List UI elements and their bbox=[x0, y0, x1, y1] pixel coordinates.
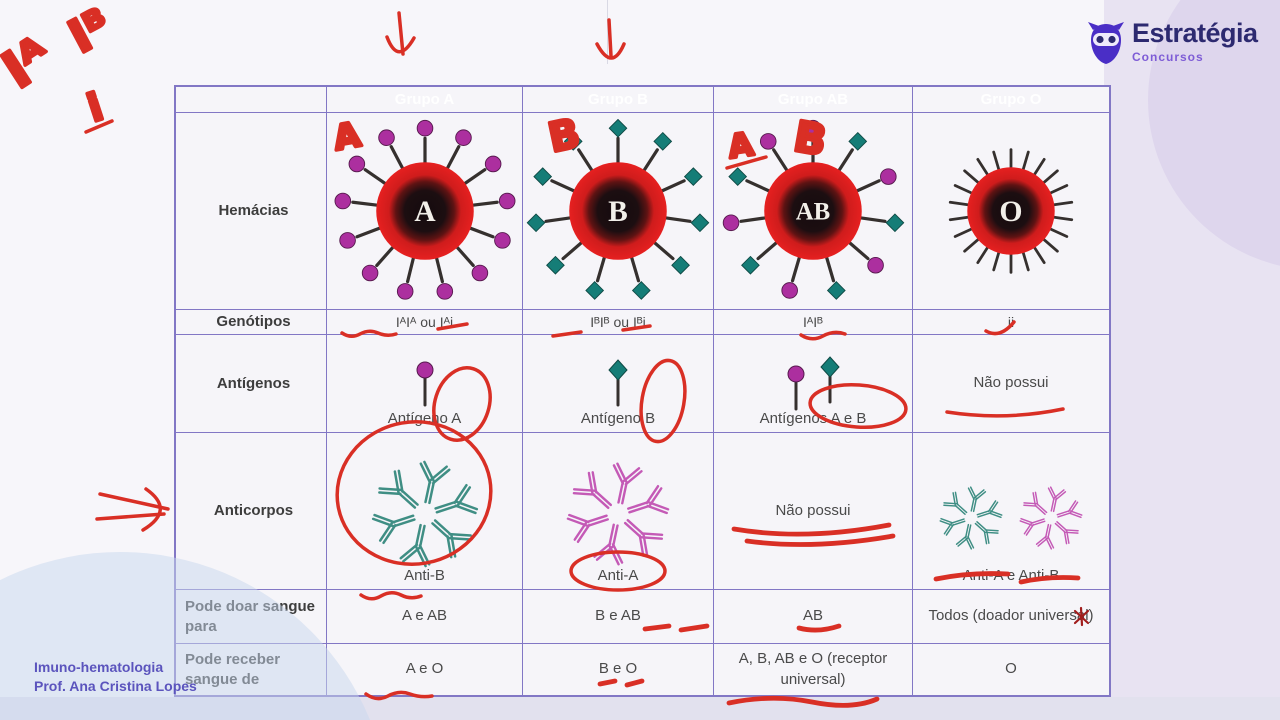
doar-b: B e AB bbox=[523, 590, 713, 643]
genotype-o: ii bbox=[913, 310, 1109, 334]
row-label-doar: Pode doar sangue para bbox=[176, 590, 326, 643]
anti-a-antibodies-illustration bbox=[1016, 483, 1086, 553]
antibody-o-cell: Anti-A e Anti-B bbox=[913, 433, 1109, 589]
header-grupo-b: Grupo B bbox=[523, 87, 713, 112]
antigen-o-cell: Não possui bbox=[913, 335, 1109, 432]
anti-b-antibodies-illustration bbox=[936, 483, 1006, 553]
red-blood-cell-ab-illustration: AB bbox=[721, 119, 905, 303]
down-arrow-grupo-a bbox=[397, 11, 405, 56]
professor-name: Prof. Ana Cristina Lopes bbox=[34, 677, 197, 694]
decor-bottom-strip bbox=[0, 697, 1280, 720]
receber-ab: A, B, AB e O (receptor universal) bbox=[714, 644, 912, 695]
svg-text:B: B bbox=[608, 196, 628, 228]
row-label-genotipos: Genótipos bbox=[176, 310, 326, 334]
antigen-b-icon bbox=[815, 356, 845, 411]
antibody-a-cell: Anti-B bbox=[327, 433, 522, 589]
header-empty bbox=[176, 87, 326, 112]
right-arrow-anticorpos-head bbox=[141, 487, 162, 532]
hemacia-b-cell: B bbox=[523, 113, 713, 309]
row-label-hemacias: Hemácias bbox=[176, 113, 326, 309]
right-arrow-anticorpos-2 bbox=[95, 512, 166, 521]
antigen-ab-cell: Antígenos A e B bbox=[714, 335, 912, 432]
antigen-a-icon bbox=[781, 363, 811, 418]
handwritten-allele-ia: Iᴬ bbox=[0, 26, 63, 101]
estrategia-logo: Estratégia Concursos bbox=[1086, 20, 1258, 66]
down-arrow-grupo-b bbox=[607, 18, 613, 58]
antibody-b-caption: Anti-A bbox=[597, 567, 639, 584]
logo-subtitle: Concursos bbox=[1132, 50, 1204, 64]
antigen-b-cell: Antígeno B bbox=[523, 335, 713, 432]
anti-a-antibodies-illustration bbox=[561, 457, 675, 571]
antigen-ab-caption: Antígenos A e B bbox=[759, 410, 867, 427]
hemacia-a-cell: A bbox=[327, 113, 522, 309]
handwritten-allele-ib: Iᴮ bbox=[60, 0, 120, 64]
antibody-ab-cell: Não possui bbox=[714, 433, 912, 589]
genotype-b: IᴮIᴮ ou Iᴮi bbox=[523, 310, 713, 334]
svg-text:O: O bbox=[999, 195, 1022, 228]
hemacia-o-cell: O bbox=[913, 113, 1109, 309]
row-label-anticorpos: Anticorpos bbox=[176, 433, 326, 589]
antigen-b-caption: Antígeno B bbox=[580, 410, 656, 427]
anti-b-antibodies-illustration bbox=[366, 455, 484, 573]
down-arrow-grupo-a-head bbox=[385, 35, 416, 54]
decor-vertical-line bbox=[607, 0, 608, 64]
antibody-o-caption: Anti-A e Anti-B bbox=[962, 567, 1060, 584]
antigen-b-icon bbox=[603, 358, 633, 414]
header-grupo-ab: Grupo AB bbox=[714, 87, 912, 112]
right-arrow-anticorpos-1 bbox=[98, 492, 170, 511]
doar-a: A e AB bbox=[327, 590, 522, 643]
handwritten-allele-i: i bbox=[82, 85, 108, 131]
genotype-a: IᴬIᴬ ou Iᴬi bbox=[327, 310, 522, 334]
antibody-b-cell: Anti-A bbox=[523, 433, 713, 589]
receber-a: A e O bbox=[327, 644, 522, 695]
doar-ab: AB bbox=[714, 590, 912, 643]
course-name: Imuno-hematologia bbox=[34, 659, 164, 675]
hemacia-ab-cell: AB bbox=[714, 113, 912, 309]
receber-b: B e O bbox=[523, 644, 713, 695]
antigen-a-cell: Antígeno A bbox=[327, 335, 522, 432]
antigen-a-caption: Antígeno A bbox=[387, 410, 462, 427]
genotype-ab: IᴬIᴮ bbox=[714, 310, 912, 334]
header-grupo-o: Grupo O bbox=[913, 87, 1109, 112]
svg-text:A: A bbox=[414, 196, 436, 228]
antigen-a-icon bbox=[410, 359, 440, 414]
red-blood-cell-o-illustration: O bbox=[918, 118, 1104, 304]
header-grupo-a: Grupo A bbox=[327, 87, 522, 112]
antibody-a-caption: Anti-B bbox=[404, 567, 445, 584]
down-arrow-grupo-b-head bbox=[595, 42, 626, 60]
doar-o: Todos (doador universal) bbox=[913, 590, 1109, 643]
svg-text:AB: AB bbox=[796, 198, 831, 225]
estrategia-owl-icon bbox=[1088, 22, 1124, 64]
blood-groups-table: Grupo A Grupo B Grupo AB Grupo O Hemácia… bbox=[174, 85, 1111, 697]
row-label-receber: Pode receber sangue de bbox=[176, 644, 326, 695]
course-credit: Imuno-hematologia Prof. Ana Cristina Lop… bbox=[34, 658, 197, 696]
logo-title: Estratégia bbox=[1132, 18, 1258, 48]
red-blood-cell-b-illustration: B bbox=[526, 118, 710, 303]
receber-o: O bbox=[913, 644, 1109, 695]
red-blood-cell-a-illustration: A bbox=[333, 119, 517, 303]
row-label-antigenos: Antígenos bbox=[176, 335, 326, 432]
handwritten-i-underline bbox=[84, 119, 114, 134]
